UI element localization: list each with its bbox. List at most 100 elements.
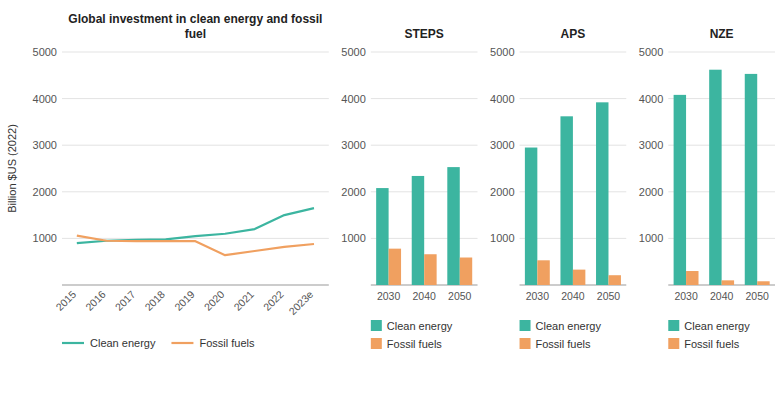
grid-line: [62, 52, 329, 53]
legend-swatch: [371, 338, 382, 349]
x-tick-label: 2016: [83, 288, 108, 313]
y-tick-label: 1000: [639, 232, 663, 244]
y-axis-label: Billion $US (2022): [6, 124, 18, 213]
y-tick-label: 2000: [639, 186, 663, 198]
legend-swatch: [668, 338, 679, 349]
legend-label: Fossil fuels: [199, 337, 255, 349]
title-line: NZE: [710, 27, 734, 41]
x-tick-label: 2030: [377, 290, 401, 302]
legend-label: Clean energy: [536, 320, 602, 332]
grid-line: [371, 145, 478, 146]
grid-line: [520, 98, 627, 99]
x-tick-label: 2040: [710, 290, 734, 302]
x-tick-label: 2040: [413, 290, 437, 302]
bar: [757, 281, 769, 285]
y-tick-label: 2000: [341, 186, 365, 198]
x-tick-label: 2022: [261, 288, 286, 313]
x-tick-label: 2015: [53, 288, 78, 313]
title-line: APS: [561, 27, 586, 41]
legend-label: Clean energy: [684, 320, 750, 332]
title: APS: [561, 27, 586, 41]
legend: Clean energy Fossil fuels: [520, 320, 602, 350]
legend-label: Fossil fuels: [684, 338, 740, 350]
panel: 10002000300040005000Billion $US (2022)Gl…: [6, 12, 329, 349]
legend-swatch: [171, 342, 193, 344]
x-tick-label: 2030: [674, 290, 698, 302]
panel: 10002000300040005000STEPS203020402050Cle…: [341, 27, 477, 350]
grid-line: [371, 98, 478, 99]
bar: [424, 254, 436, 285]
bar: [560, 116, 572, 285]
y-tick-label: 5000: [341, 46, 365, 58]
y-tick-label: 4000: [341, 93, 365, 105]
y-tick-label: 3000: [490, 139, 514, 151]
y-tick-label: 5000: [33, 46, 57, 58]
title-line: fuel: [185, 27, 206, 41]
legend-label: Fossil fuels: [536, 338, 592, 350]
x-tick-label: 2020: [201, 288, 226, 313]
bar: [596, 102, 608, 285]
bar: [525, 148, 537, 285]
bar: [376, 188, 388, 285]
x-tick-label: 2050: [448, 290, 472, 302]
panel: 10002000300040005000NZE203020402050Clean…: [639, 27, 775, 350]
legend-swatch: [520, 338, 531, 349]
legend-swatch: [520, 320, 531, 331]
legend-label: Clean energy: [90, 337, 156, 349]
grid-line: [62, 145, 329, 146]
x-tick-label: 2050: [597, 290, 621, 302]
legend: Clean energy Fossil fuels: [371, 320, 453, 350]
bar: [389, 249, 401, 285]
y-tick-label: 1000: [341, 232, 365, 244]
bar: [686, 271, 698, 285]
title: NZE: [710, 27, 734, 41]
legend: Clean energy Fossil fuels: [62, 337, 255, 349]
grid-line: [62, 191, 329, 192]
y-tick-label: 4000: [490, 93, 514, 105]
x-tick-label: 2018: [142, 288, 167, 313]
y-tick-label: 5000: [490, 46, 514, 58]
bar: [447, 167, 459, 285]
legend-label: Clean energy: [387, 320, 453, 332]
x-tick-label: 2023e: [286, 288, 315, 317]
marks: [525, 102, 621, 285]
line: [77, 236, 314, 256]
marks: [77, 208, 314, 255]
bar: [537, 260, 549, 285]
grid-line: [520, 52, 627, 53]
bar: [745, 74, 757, 285]
legend: Clean energy Fossil fuels: [668, 320, 750, 350]
title-line: STEPS: [405, 27, 444, 41]
panel: 1000 2000 3000 4000 5000 APS 2030 2040 2050 Clean…: [490, 27, 626, 350]
bar: [412, 176, 424, 285]
title: STEPS: [405, 27, 444, 41]
bar: [709, 70, 721, 285]
bar: [460, 258, 472, 285]
chart: 1000 2000 3000 4000 5000 Billion $US (2022) Gl…: [0, 0, 783, 412]
legend-label: Fossil fuels: [387, 338, 443, 350]
grid-line: [371, 52, 478, 53]
x-axis-line: [62, 285, 329, 286]
x-tick-label: 2021: [231, 288, 256, 313]
title: Global investment in clean energy and fo…: [68, 12, 322, 41]
y-tick-label: 3000: [33, 139, 57, 151]
y-tick-label: 4000: [639, 93, 663, 105]
y-tick-label: 2000: [490, 186, 514, 198]
legend-swatch: [371, 320, 382, 331]
x-tick-label: 2050: [746, 290, 770, 302]
bar: [573, 270, 585, 285]
y-tick-label: 1000: [33, 232, 57, 244]
line: [77, 208, 314, 243]
grid-line: [62, 238, 329, 239]
x-tick-label: 2030: [526, 290, 550, 302]
legend-swatch: [62, 342, 84, 344]
y-tick-label: 3000: [639, 139, 663, 151]
y-tick-label: 2000: [33, 186, 57, 198]
marks: [674, 70, 770, 285]
bar: [722, 280, 734, 285]
x-tick-label: 2019: [172, 288, 197, 313]
x-tick-label: 2040: [561, 290, 585, 302]
y-tick-label: 1000: [490, 232, 514, 244]
title-line: Global investment in clean energy and fo…: [68, 12, 322, 26]
x-tick-label: 2017: [113, 288, 138, 313]
